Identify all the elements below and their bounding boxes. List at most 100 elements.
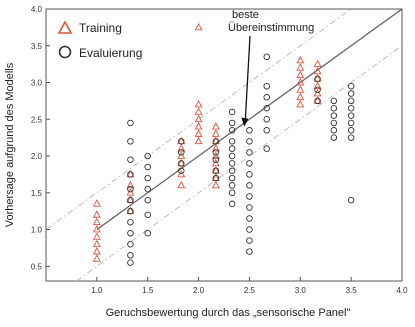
evaluation-point — [330, 119, 338, 127]
evaluation-point — [314, 97, 321, 105]
y-tick-label: 2.0 — [31, 152, 43, 161]
evaluation-point — [246, 248, 253, 255]
legend-triangle-icon — [57, 20, 73, 34]
evaluation-point — [212, 149, 220, 156]
y-tick-label: 1.5 — [31, 189, 43, 198]
evaluation-point — [246, 204, 253, 211]
evaluation-point — [246, 171, 253, 178]
evaluation-point — [228, 145, 236, 152]
y-tick-label: 2.5 — [31, 115, 43, 124]
evaluation-point — [178, 167, 185, 174]
evaluation-point — [330, 104, 338, 112]
annotation-line-1: beste — [232, 9, 259, 21]
training-point — [92, 254, 101, 262]
x-tick-label: 4.0 — [396, 286, 408, 295]
reference-line-layer — [96, 8, 403, 231]
evaluation-point — [246, 149, 253, 156]
x-tick-label: 2.0 — [193, 286, 205, 295]
axes-layer: 1.0 1.5 2.0 2.5 3.0 3.5 4.0 0.5 1.0 1.5 2.0 2.5 3.0 3… — [31, 5, 408, 295]
evaluation-point — [228, 127, 236, 134]
evaluation-point — [263, 53, 270, 61]
evaluation-point — [228, 108, 236, 116]
evaluation-point — [127, 185, 134, 193]
evaluation-point — [347, 82, 355, 90]
x-tick-label: 1.0 — [91, 286, 103, 295]
evaluation-point — [228, 160, 236, 167]
evaluation-point — [330, 97, 338, 105]
training-point — [296, 63, 305, 71]
training-point — [194, 22, 203, 31]
evaluation-point — [178, 160, 185, 167]
evaluation-point — [347, 196, 355, 204]
evaluation-point — [144, 163, 151, 171]
evaluation-point — [228, 174, 236, 182]
evaluation-point — [178, 149, 185, 156]
training-point — [126, 180, 135, 189]
evaluation-point — [127, 229, 134, 237]
error-band-layer — [45, 8, 403, 282]
evaluation-point — [127, 119, 134, 127]
evaluation-point — [127, 252, 134, 259]
evaluation-point — [347, 104, 355, 112]
evaluation-point — [228, 119, 236, 127]
training-point — [177, 151, 186, 159]
evaluation-point — [263, 93, 270, 101]
x-axis-title: Geruchsbewertung durch das „sensorische … — [106, 307, 351, 319]
y-axis-title: Vorhersage aufgrund des Modells — [4, 62, 16, 227]
evaluation-point — [144, 229, 151, 237]
training-point — [296, 92, 305, 101]
x-tick-label: 3.5 — [346, 286, 358, 295]
evaluation-point — [144, 185, 151, 193]
evaluation-point — [127, 196, 134, 204]
legend-box — [52, 12, 164, 66]
evaluation-point — [228, 189, 236, 197]
evaluation-point — [263, 116, 270, 123]
evaluation-point — [144, 196, 151, 204]
training-point — [296, 70, 305, 79]
training-point — [194, 136, 203, 145]
evaluation-point — [228, 182, 236, 189]
training-point — [92, 210, 101, 218]
legend: Training Evaluierung — [52, 12, 164, 66]
annotation-arrow-shaft — [244, 35, 251, 120]
evaluation-point — [246, 182, 253, 189]
evaluation-point — [228, 138, 236, 145]
evaluation-point — [246, 160, 253, 167]
training-point — [194, 122, 203, 130]
x-tick-label: 2.5 — [244, 286, 256, 295]
evaluation-point — [347, 119, 355, 127]
training-point — [92, 199, 101, 207]
evaluation-point — [127, 207, 134, 215]
training-point — [296, 77, 305, 86]
training-point — [194, 107, 203, 115]
training-point — [296, 100, 305, 108]
y-tick-label: 1.0 — [31, 226, 43, 235]
evaluation-point — [212, 156, 220, 163]
x-tick-label: 3.0 — [295, 286, 307, 295]
evaluation-point — [330, 112, 338, 119]
training-point — [177, 144, 186, 152]
evaluation-point — [127, 138, 134, 145]
evaluation-point — [144, 152, 151, 160]
x-tick-label: 1.5 — [142, 286, 154, 295]
upper-band-line — [45, 8, 352, 230]
y-tick-label: 4.0 — [31, 5, 43, 14]
evaluation-point — [263, 104, 270, 112]
evaluation-point — [330, 134, 338, 141]
training-point — [92, 224, 101, 233]
evaluation-point — [263, 127, 270, 134]
evaluation-point — [347, 134, 355, 141]
evaluation-point — [263, 145, 270, 152]
training-point — [92, 232, 101, 240]
evaluation-point — [347, 97, 355, 105]
evaluation-point — [212, 174, 220, 182]
evaluation-point — [246, 237, 253, 244]
training-point — [211, 129, 220, 137]
training-point — [211, 151, 220, 159]
annotation-arrow-head — [241, 117, 249, 127]
evaluation-point — [228, 167, 236, 174]
training-point — [92, 217, 101, 226]
evaluation-point — [127, 240, 134, 248]
legend-label-training: Training — [79, 21, 122, 35]
